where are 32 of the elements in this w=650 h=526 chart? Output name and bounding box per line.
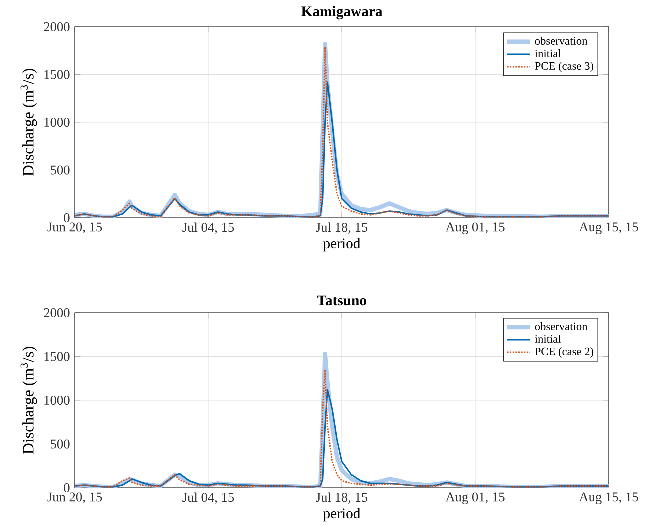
legend-label: initial — [535, 335, 562, 344]
y-tick-label: 1000 — [44, 396, 70, 405]
x-tick-label: Aug 01, 15 — [446, 222, 505, 234]
x-tick-label: Jul 18, 15 — [316, 222, 368, 234]
y-tick-label: 500 — [51, 440, 70, 449]
y-tick-label: 2000 — [44, 308, 70, 318]
y-axis-title: Discharge (m$^{3}$/s) — [20, 347, 38, 454]
y-tick-label: 2000 — [44, 22, 70, 32]
y-tick-label: 1000 — [44, 118, 70, 127]
x-tick-label: Jul 04, 15 — [182, 222, 234, 234]
x-tick-label: Jun 20, 15 — [48, 222, 102, 234]
legend-label: PCE (case 2) — [535, 348, 594, 358]
x-tick-label: Aug 01, 15 — [446, 492, 505, 504]
x-axis-title: period — [323, 508, 361, 522]
legend-label: initial — [535, 50, 562, 58]
chart-title: Kamigawara — [302, 6, 383, 20]
x-tick-label: Aug 15, 15 — [579, 492, 638, 504]
legend-label: observation — [535, 322, 588, 330]
y-tick-label: 0 — [64, 213, 70, 222]
y-axis-title: Discharge (m$^{3}$/s) — [20, 69, 38, 176]
x-tick-label: Aug 15, 15 — [579, 222, 638, 234]
x-axis-title: period — [323, 238, 361, 252]
chart-title: Tatsuno — [317, 296, 366, 306]
y-tick-label: 1500 — [44, 70, 70, 80]
x-tick-label: Jun 20, 15 — [48, 492, 102, 504]
legend-label: PCE (case 3) — [535, 62, 594, 72]
legend-label: observation — [535, 36, 588, 45]
y-tick-label: 0 — [64, 483, 70, 492]
x-tick-label: Jul 18, 15 — [316, 492, 368, 504]
y-tick-label: 500 — [51, 166, 70, 175]
y-tick-label: 1500 — [44, 352, 70, 362]
x-tick-label: Jul 04, 15 — [182, 492, 234, 504]
